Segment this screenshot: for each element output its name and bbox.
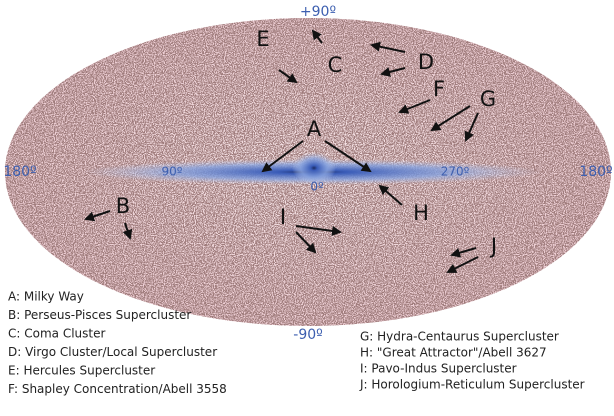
point-label: A	[307, 117, 322, 141]
legend-entry: E: Hercules Supercluster	[8, 364, 155, 378]
point-label: H	[413, 201, 429, 225]
south-pole-label: -90º	[293, 327, 322, 343]
arrows	[84, 29, 479, 273]
point-label: I	[280, 205, 286, 229]
north-pole-label: +90º	[300, 4, 336, 20]
longitude-label: 180º	[3, 164, 36, 180]
legend-entry: A: Milky Way	[8, 290, 84, 304]
legend: A: Milky Way B: Perseus-Pisces Superclust…	[8, 290, 585, 397]
legend-entry: I: Pavo-Indus Supercluster	[360, 362, 517, 376]
point-labels: A B C D E F G H I J	[116, 27, 497, 258]
longitude-label: 0º	[310, 180, 324, 194]
longitude-label: 90º	[162, 165, 183, 179]
point-label: B	[116, 194, 130, 218]
point-label: C	[328, 53, 343, 77]
legend-entry: F: Shapley Concentration/Abell 3558	[8, 382, 227, 396]
longitude-label: 270º	[441, 165, 470, 179]
legend-entry: B: Perseus-Pisces Supercluster	[8, 308, 191, 322]
point-label: G	[480, 87, 496, 111]
legend-entry: J: Horologium-Reticulum Supercluster	[359, 378, 585, 392]
point-label: F	[433, 77, 445, 101]
point-label: E	[256, 27, 269, 51]
legend-entry: H: "Great Attractor"/Abell 3627	[360, 346, 547, 360]
legend-entry: D: Virgo Cluster/Local Supercluster	[8, 345, 217, 359]
point-label: D	[418, 50, 434, 74]
galactic-bulge	[292, 152, 336, 184]
longitude-label: 180º	[579, 164, 612, 180]
legend-entry: C: Coma Cluster	[8, 327, 105, 341]
legend-entry: G: Hydra-Centaurus Supercluster	[360, 330, 559, 344]
point-label: J	[489, 234, 497, 258]
